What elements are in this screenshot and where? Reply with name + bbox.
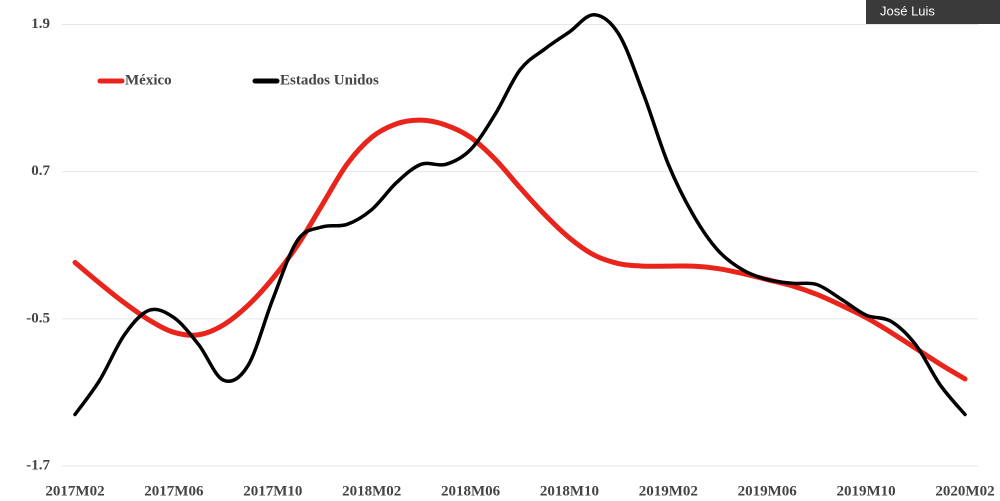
x-tick-label: 2018M10 <box>540 483 599 499</box>
x-tick-label: 2019M10 <box>837 483 896 499</box>
series-line <box>73 12 967 417</box>
x-tick-label: 2017M02 <box>45 483 104 499</box>
y-tick-label: 1.9 <box>31 16 50 32</box>
x-tick-label: 2019M06 <box>738 483 798 499</box>
legend-label: México <box>125 72 172 88</box>
legend-label: Estados Unidos <box>280 72 379 88</box>
x-tick-label: 2020M02 <box>935 483 994 499</box>
y-tick-label: 0.7 <box>31 163 50 179</box>
overlay-box <box>866 0 1000 24</box>
x-tick-label: 2018M02 <box>342 483 401 499</box>
x-tick-label: 2019M02 <box>639 483 698 499</box>
overlay-label: José Luis <box>880 3 935 18</box>
y-tick-label: -1.7 <box>26 457 50 473</box>
y-tick-label: -0.5 <box>26 310 50 326</box>
x-tick-label: 2018M06 <box>441 483 501 499</box>
x-tick-label: 2017M10 <box>243 483 302 499</box>
x-tick-label: 2017M06 <box>144 483 204 499</box>
series-line <box>72 117 968 382</box>
